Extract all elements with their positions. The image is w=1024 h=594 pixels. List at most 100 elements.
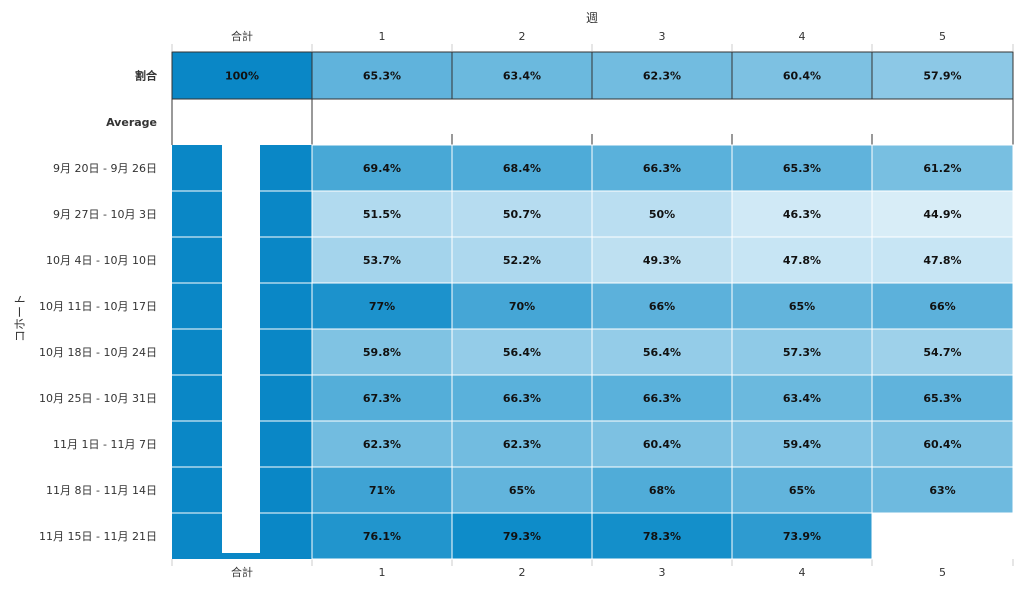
heatmap-cell [451,512,593,560]
top-column-ticks: 合計 1 2 3 4 5 [171,29,1014,51]
column-tick-bottom: 1 [379,566,386,579]
heatmap-cell-label: 65.3% [923,392,961,405]
column-tick-top: 1 [379,30,386,43]
column-tick-bottom: 4 [799,566,806,579]
cohort-label: 9月 20日 - 9月 26日 [53,162,157,175]
heatmap-cells: 100% 65.3% 63.4% 62.3% 60.4% 57.9% 69.4% 68.4% 6… [171,51,1014,560]
heatmap-cell-label: 66% [929,300,955,313]
heatmap-cell-label: 68% [649,484,675,497]
heatmap-cell-label: 59.8% [363,346,401,359]
heatmap-cell-label: 69.4% [363,162,401,175]
heatmap-cell-label: 51.5% [363,208,401,221]
heatmap-cell-label: 50.7% [503,208,541,221]
heatmap-cell-label: 78.3% [643,530,681,543]
summary-cell-label: 60.4% [783,70,821,83]
heatmap-cell-label: 56.4% [643,346,681,359]
heatmap-cell-label: 63% [929,484,955,497]
heatmap-cell-label: 66.3% [643,392,681,405]
cohort-label: 11月 1日 - 11月 7日 [53,438,157,451]
heatmap-cell-label: 70% [509,300,535,313]
heatmap-cell [591,420,733,468]
heatmap-cell [311,512,453,560]
cohort-label: 11月 15日 - 11月 21日 [39,530,157,543]
heatmap-cell [731,282,873,330]
heatmap-cell [871,190,1014,238]
row-labels: 割合 Average 9月 20日 - 9月 26日 9月 27日 - 10月 3日 1… [39,69,158,544]
heatmap-cell-label: 77% [369,300,395,313]
heatmap-cell [311,420,453,468]
heatmap-cell-label: 56.4% [503,346,541,359]
heatmap-cell-label: 65% [789,484,815,497]
column-tick-top: 5 [939,30,946,43]
cohort-label: 10月 4日 - 10月 10日 [46,254,157,267]
cohort-label: 9月 27日 - 10月 3日 [53,208,157,221]
heatmap-cell-label: 52.2% [503,254,541,267]
heatmap-cell [451,328,593,376]
heatmap-cell-label: 59.4% [783,438,821,451]
heatmap-cell [871,420,1014,468]
cohort-label: 10月 25日 - 10月 31日 [39,392,157,405]
heatmap-cell-label: 57.3% [783,346,821,359]
heatmap-cell-label: 53.7% [363,254,401,267]
heatmap-cell [731,328,873,376]
heatmap-cell [311,328,453,376]
average-row-label: Average [106,116,157,129]
summary-cell [451,51,593,100]
column-tick-top: 3 [659,30,666,43]
heatmap-cell [871,144,1014,192]
heatmap-cell [871,282,1014,330]
heatmap-cell [871,236,1014,284]
heatmap-cell-label: 54.7% [923,346,961,359]
heatmap-cell-label: 49.3% [643,254,681,267]
heatmap-cell-label: 68.4% [503,162,541,175]
cohort-label: 10月 11日 - 10月 17日 [39,300,157,313]
heatmap-cell-label: 67.3% [363,392,401,405]
heatmap-cell-label: 47.8% [923,254,961,267]
heatmap-cell-label: 65% [789,300,815,313]
cohort-label: 11月 8日 - 11月 14日 [46,484,157,497]
heatmap-cell-label: 44.9% [923,208,961,221]
heatmap-cell-label: 46.3% [783,208,821,221]
heatmap-cell-label: 60.4% [923,438,961,451]
summary-cell-label: 65.3% [363,70,401,83]
y-axis-title: コホート [13,294,27,342]
column-tick-top: 2 [519,30,526,43]
heatmap-cell [591,144,733,192]
total-column-bar [222,145,260,553]
heatmap-cell [871,466,1014,514]
summary-row-label: 割合 [135,69,158,83]
heatmap-cell [451,466,593,514]
heatmap-cell-label: 66% [649,300,675,313]
column-tick-bottom: 5 [939,566,946,579]
heatmap-cell-label: 71% [369,484,395,497]
x-axis-title: 週 [586,11,598,25]
column-tick-bottom: 2 [519,566,526,579]
heatmap-cell-label: 65.3% [783,162,821,175]
heatmap-cell [731,144,873,192]
heatmap-cell-label: 62.3% [363,438,401,451]
heatmap-cell [591,282,733,330]
summary-cell [871,51,1014,100]
cohort-label: 10月 18日 - 10月 24日 [39,346,157,359]
heatmap-cell [731,374,873,422]
heatmap-cell-label: 50% [649,208,675,221]
heatmap-cell-label: 60.4% [643,438,681,451]
column-tick-bottom: 3 [659,566,666,579]
heatmap-cell-label: 66.3% [503,392,541,405]
heatmap-cell [451,374,593,422]
heatmap-cell-label: 62.3% [503,438,541,451]
heatmap-cell-label: 47.8% [783,254,821,267]
heatmap-cell-label: 73.9% [783,530,821,543]
heatmap-cell [311,236,453,284]
heatmap-cell [871,374,1014,422]
heatmap-cell [591,190,733,238]
heatmap-cell [731,190,873,238]
heatmap-cell-label: 63.4% [783,392,821,405]
heatmap-cell [731,420,873,468]
heatmap-cell-label: 61.2% [923,162,961,175]
summary-cell-label: 63.4% [503,70,541,83]
column-tick-top: 4 [799,30,806,43]
heatmap-cell [451,190,593,238]
summary-cell-label: 100% [225,70,259,83]
